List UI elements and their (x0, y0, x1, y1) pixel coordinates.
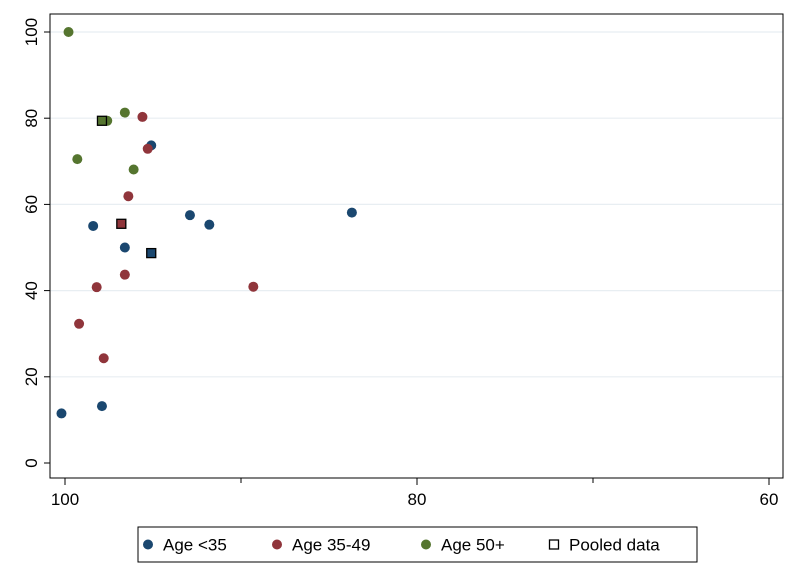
scatter-point (137, 111, 148, 122)
y-tick-label: 80 (22, 109, 41, 128)
x-tick-label: 100 (51, 490, 79, 509)
scatter-point (96, 401, 107, 412)
legend-box (137, 526, 698, 563)
plot-frame (49, 13, 784, 479)
legend-marker (421, 539, 431, 550)
legend-marker (272, 539, 282, 550)
legend-marker (548, 539, 560, 550)
legend-label: Pooled data (569, 536, 660, 555)
legend-entry: Age 35-49 (272, 536, 370, 555)
scatter-point (248, 281, 259, 292)
scatter-point (119, 242, 130, 253)
scatter-point (128, 164, 139, 175)
y-tick-label: 60 (22, 195, 41, 214)
scatter-point (74, 318, 85, 329)
scatter-point (184, 210, 195, 221)
pooled-point (96, 115, 108, 126)
y-tick-label: 20 (22, 367, 41, 386)
scatter-point (88, 220, 99, 231)
scatter-point (91, 282, 102, 293)
y-tick-label: 100 (22, 18, 41, 46)
scatter-point (72, 154, 83, 165)
y-tick-label: 40 (22, 281, 41, 300)
legend-marker (143, 539, 153, 550)
series-1 (74, 111, 259, 364)
legend: Age <35 Age 35-49 Age 50+ Pooled data (137, 526, 698, 563)
legend-label: Age 50+ (441, 536, 505, 555)
x-tick-label: 80 (408, 490, 427, 509)
legend-entry: Pooled data (548, 536, 660, 555)
pooled-point (116, 218, 127, 229)
scatter-point (142, 143, 153, 154)
legend-label: Age 35-49 (292, 536, 370, 555)
scatter-point (119, 269, 130, 280)
series-3 (96, 115, 157, 259)
scatter-point (346, 207, 357, 218)
data-points (56, 27, 357, 419)
scatter-point (63, 27, 74, 37)
x-tick-label: 60 (760, 490, 779, 509)
pooled-point (146, 247, 157, 259)
scatter-point (123, 191, 134, 202)
x-axis: 100 80 60 (51, 478, 779, 509)
legend-entry: Age 50+ (421, 536, 505, 555)
y-tick-label: 0 (22, 458, 41, 467)
legend-entry: Age <35 (143, 536, 227, 555)
legend-label: Age <35 (163, 536, 227, 555)
y-axis: 0 20 40 60 80 100 (22, 18, 50, 468)
series-2 (63, 27, 139, 175)
gridlines (50, 31, 783, 378)
scatter-point (119, 107, 130, 118)
scatter-point (56, 408, 67, 419)
scatter-point (204, 219, 215, 230)
scatter-point (98, 353, 109, 364)
